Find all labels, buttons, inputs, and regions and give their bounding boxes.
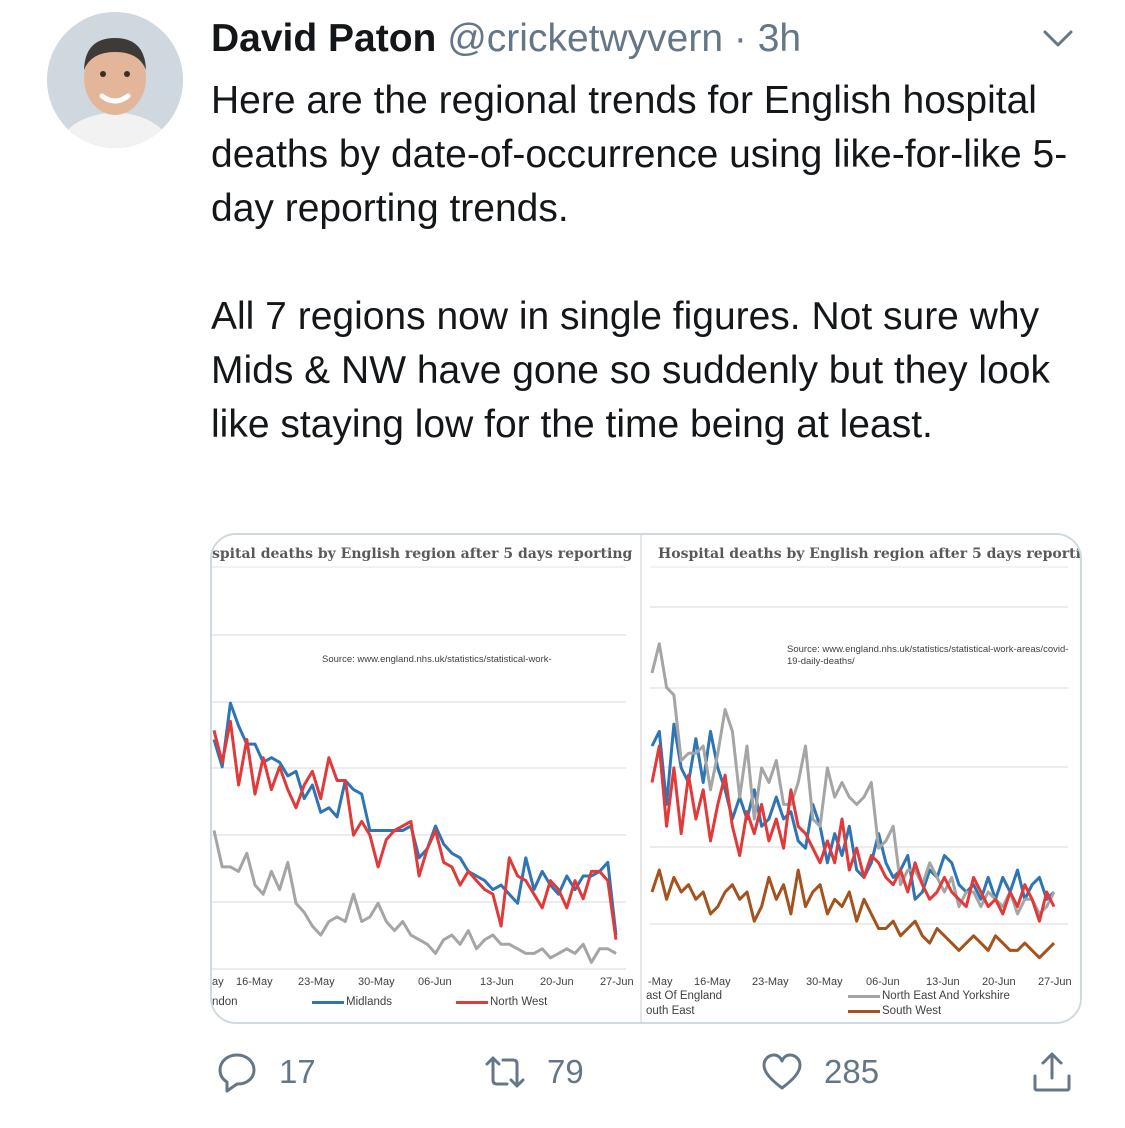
legend-item: North West	[456, 996, 547, 1008]
chart-title: Hospital deaths by English region after …	[658, 546, 1080, 562]
chart-right-plot	[650, 566, 1068, 960]
chart-left-plot	[212, 566, 626, 970]
share-icon	[1033, 1052, 1071, 1092]
legend-item: outh East	[646, 1005, 695, 1017]
heart-icon	[762, 1053, 802, 1090]
tweet-actions: 17 79 285	[0, 1050, 1125, 1110]
x-tick-label: ay	[212, 976, 224, 988]
series-line-1	[650, 642, 1056, 916]
tweet-header: David Paton @cricketwyvern · 3h	[211, 14, 801, 64]
x-tick-label: -May	[648, 976, 673, 988]
x-tick-label: 06-Jun	[866, 976, 900, 988]
series-line-2	[212, 719, 618, 940]
x-tick-label: 27-Jun	[1038, 976, 1072, 988]
chart-title: spital deaths by English region after 5 …	[212, 546, 633, 562]
series-line-1	[212, 701, 618, 936]
legend-swatch	[848, 1009, 880, 1013]
chart-source: Source: www.england.nhs.uk/statistics/st…	[787, 644, 1069, 667]
tweet-timestamp[interactable]: 3h	[757, 17, 802, 60]
chart-right: Hospital deaths by English region after …	[642, 535, 1080, 1022]
reply-icon	[218, 1053, 256, 1093]
legend-label: ndon	[212, 996, 238, 1008]
chart-source: Source: www.england.nhs.uk/statistics/st…	[322, 654, 552, 665]
tweet-media[interactable]: spital deaths by English region after 5 …	[210, 533, 1082, 1024]
reply-count: 17	[279, 1053, 316, 1090]
legend-item: ndon	[212, 996, 238, 1008]
series-line-0	[650, 722, 1056, 901]
share-button[interactable]	[1030, 1050, 1074, 1094]
author-handle[interactable]: @cricketwyvern	[447, 17, 724, 60]
series-line-3	[650, 868, 1056, 960]
header-separator: ·	[733, 17, 747, 60]
avatar[interactable]	[47, 12, 183, 148]
x-tick-label: 16-May	[236, 976, 273, 988]
reply-button[interactable]: 17	[215, 1050, 316, 1094]
legend-label: ast Of England	[646, 990, 723, 1002]
chart-left: spital deaths by English region after 5 …	[212, 535, 642, 1022]
retweet-button[interactable]: 79	[483, 1050, 584, 1094]
retweet-icon	[485, 1056, 525, 1088]
x-tick-label: 20-Jun	[982, 976, 1016, 988]
x-tick-label: 20-Jun	[540, 976, 574, 988]
avatar-image	[47, 12, 183, 148]
x-tick-label: 23-May	[752, 976, 789, 988]
retweet-count: 79	[547, 1053, 584, 1090]
x-tick-label: 06-Jun	[418, 976, 452, 988]
legend-swatch	[312, 1000, 344, 1004]
like-count: 285	[824, 1053, 880, 1090]
legend-item: ast Of England	[646, 990, 722, 1002]
legend-label: North West	[490, 996, 548, 1008]
x-tick-label: 30-May	[358, 976, 395, 988]
series-line-0	[212, 830, 617, 964]
legend-swatch	[848, 994, 880, 998]
x-tick-label: 30-May	[806, 976, 843, 988]
legend-label: North East And Yorkshire	[882, 990, 1010, 1002]
like-button[interactable]: 285	[760, 1050, 879, 1094]
x-tick-label: 23-May	[298, 976, 335, 988]
legend-item: Midlands	[312, 996, 392, 1008]
series-line-2	[650, 744, 1056, 923]
legend-label: South West	[882, 1005, 942, 1017]
tweet-text: Here are the regional trends for English…	[211, 79, 1068, 446]
legend-label: outh East	[646, 1005, 695, 1017]
x-tick-label: 27-Jun	[600, 976, 634, 988]
legend-item: North East And Yorkshire	[848, 990, 1010, 1002]
x-tick-label: 13-Jun	[480, 976, 514, 988]
legend-item: South West	[848, 1005, 941, 1017]
chevron-down-icon[interactable]	[1040, 24, 1076, 54]
legend-label: Midlands	[346, 996, 393, 1008]
x-tick-label: 16-May	[694, 976, 731, 988]
author-name[interactable]: David Paton	[211, 17, 437, 60]
x-tick-label: 13-Jun	[926, 976, 960, 988]
legend-swatch	[456, 1000, 488, 1004]
